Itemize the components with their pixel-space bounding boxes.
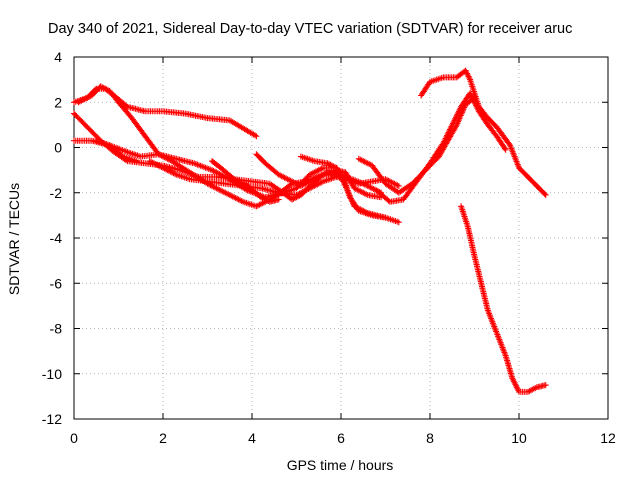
series-track-1 bbox=[71, 85, 260, 140]
series-markers bbox=[297, 153, 389, 221]
y-tick-label: 2 bbox=[54, 94, 62, 110]
y-tick-label: -2 bbox=[50, 185, 63, 201]
series-track-13 bbox=[458, 203, 549, 395]
series-markers bbox=[93, 137, 140, 165]
y-tick-label: -12 bbox=[42, 411, 62, 427]
series-layer bbox=[71, 67, 549, 395]
x-axis-label: GPS time / hours bbox=[287, 457, 394, 473]
series-track-5 bbox=[93, 137, 140, 165]
x-tick-label: 4 bbox=[248, 430, 256, 446]
series-track-9 bbox=[297, 153, 389, 221]
series-track-3 bbox=[71, 110, 385, 203]
y-tick-label: -6 bbox=[50, 275, 63, 291]
series-markers bbox=[418, 67, 549, 198]
series-markers bbox=[71, 110, 385, 203]
y-axis-label: SDTVAR / TECUs bbox=[6, 183, 22, 295]
series-markers bbox=[209, 158, 282, 205]
x-tick-label: 10 bbox=[511, 430, 527, 446]
x-tick-label: 0 bbox=[70, 430, 78, 446]
y-tick-label: -4 bbox=[50, 230, 63, 246]
x-tick-label: 12 bbox=[600, 430, 616, 446]
series-track-7 bbox=[209, 158, 282, 205]
series-track-12 bbox=[418, 67, 549, 198]
x-tick-label: 2 bbox=[159, 430, 167, 446]
x-tick-label: 8 bbox=[426, 430, 434, 446]
grid-layer bbox=[74, 57, 608, 419]
y-tick-label: -8 bbox=[50, 321, 63, 337]
y-tick-label: -10 bbox=[42, 366, 62, 382]
y-tick-label: 0 bbox=[54, 140, 62, 156]
series-markers bbox=[458, 203, 549, 395]
series-markers bbox=[71, 85, 260, 140]
x-tick-label: 6 bbox=[337, 430, 345, 446]
tick-layer: 0 2 4 6 8 10 12 -12 -10 -8 -6 -4 -2 0 2 4 bbox=[42, 49, 616, 446]
y-tick-label: 4 bbox=[54, 49, 62, 65]
chart-title: Day 340 of 2021, Sidereal Day-to-day VTE… bbox=[48, 21, 572, 37]
